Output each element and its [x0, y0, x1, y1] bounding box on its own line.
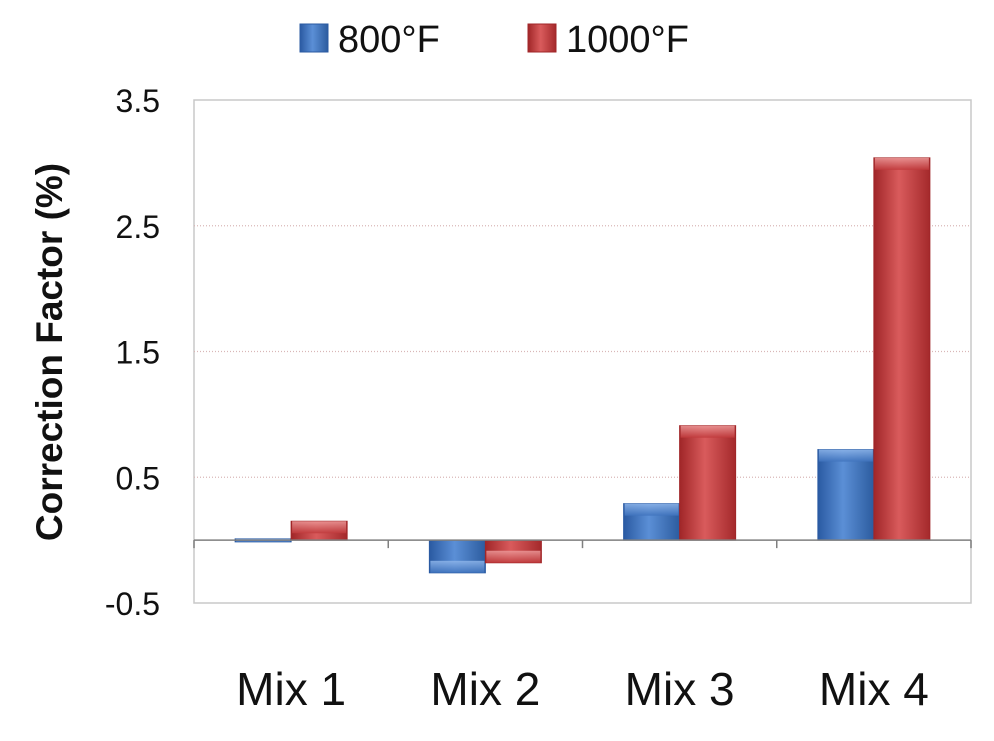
y-tick-label: 2.5	[116, 209, 160, 245]
legend-label-1000F: 1000°F	[566, 19, 689, 61]
y-tick-label: 1.5	[116, 335, 160, 371]
x-tick-label: Mix 4	[819, 663, 929, 715]
bar-cap	[818, 449, 873, 462]
y-tick-label: 0.5	[116, 460, 160, 496]
legend-item-800F: 800°F	[299, 19, 440, 61]
bar-cap	[430, 560, 485, 573]
bar-cap	[874, 157, 929, 170]
bar-800F-mix-4	[817, 449, 875, 541]
x-tick-label: Mix 2	[430, 663, 540, 715]
zero-axis	[193, 539, 972, 549]
y-tick-labels: 3.5 2.5 1.5 0.5 -0.5	[105, 83, 160, 622]
bars	[234, 157, 931, 574]
legend-label-800F: 800°F	[338, 19, 440, 61]
bar-cap	[624, 503, 679, 516]
bar-cap	[680, 425, 735, 438]
legend: 800°F 1000°F	[299, 19, 689, 61]
gridlines	[194, 225, 971, 478]
bar-1000F-mix-4	[873, 157, 931, 541]
y-tick-label: -0.5	[105, 586, 160, 622]
legend-swatch-800F	[299, 23, 329, 53]
bar-1000F-mix-3	[679, 425, 737, 541]
y-axis-label: Correction Factor (%)	[29, 163, 70, 541]
y-tick-label: 3.5	[116, 83, 160, 119]
legend-item-1000F: 1000°F	[527, 19, 689, 61]
x-tick-label: Mix 3	[625, 663, 735, 715]
x-tick-labels: Mix 1 Mix 2 Mix 3 Mix 4	[236, 663, 929, 715]
legend-swatch-1000F	[527, 23, 557, 53]
x-tick-label: Mix 1	[236, 663, 346, 715]
bar-cap	[292, 521, 347, 534]
bar-cap	[486, 550, 541, 563]
